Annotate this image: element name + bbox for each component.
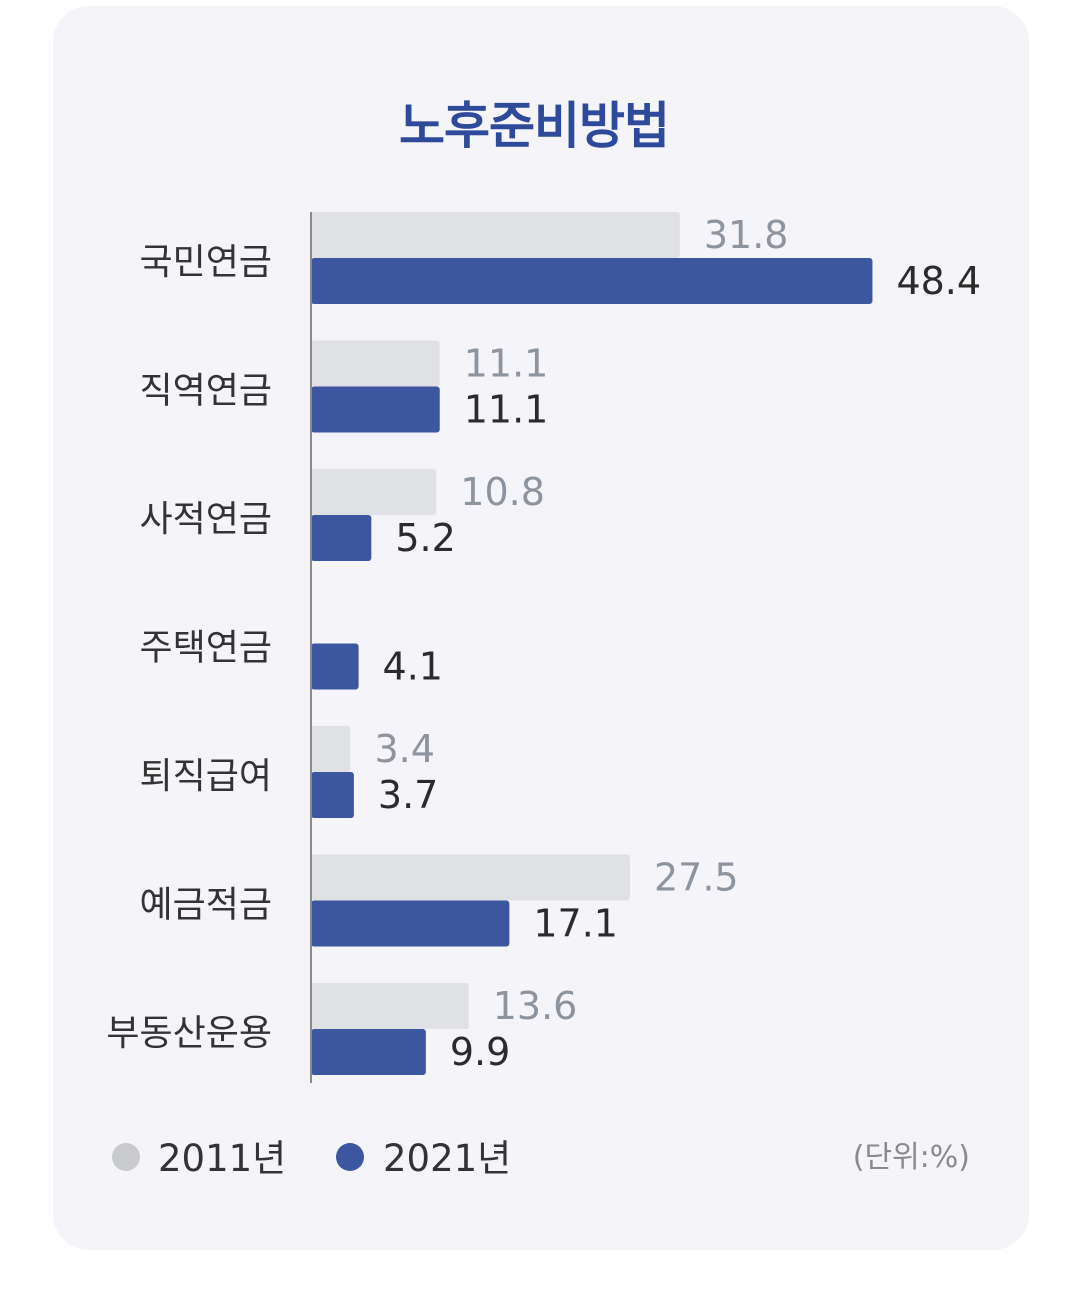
value-label-2011: 27.5 xyxy=(654,856,739,900)
bar-2011 xyxy=(311,469,437,515)
bar-2021 xyxy=(311,900,510,947)
value-label-2021: 17.1 xyxy=(533,902,618,946)
value-label-2021: 11.1 xyxy=(464,388,549,432)
legend-item-2011-marker xyxy=(112,1143,140,1171)
legend-item-2021-marker xyxy=(336,1143,364,1171)
category-label: 사적연금 xyxy=(140,499,272,540)
value-label-2021: 4.1 xyxy=(383,645,443,689)
bar-2011 xyxy=(311,854,630,901)
value-label-2021: 48.4 xyxy=(896,259,981,303)
bar-2021 xyxy=(311,772,354,818)
bar-2011 xyxy=(311,212,680,258)
bar-2021 xyxy=(311,1029,426,1075)
category-label: 주택연금 xyxy=(140,628,272,669)
value-label-2011: 13.6 xyxy=(493,984,578,1028)
category-label: 예금적금 xyxy=(140,885,272,926)
bar-2021 xyxy=(311,515,372,561)
bar-2021 xyxy=(311,386,440,433)
category-label: 퇴직급여 xyxy=(140,756,272,797)
category-label: 부동산운용 xyxy=(106,1013,272,1054)
legend-item-2021-label: 2021년 xyxy=(383,1137,511,1180)
chart-title: 노후준비방법 xyxy=(399,97,670,155)
value-label-2011: 11.1 xyxy=(464,342,549,386)
value-label-2021: 3.7 xyxy=(378,773,438,817)
unit-note: (단위:%) xyxy=(853,1140,970,1175)
bar-2021 xyxy=(311,643,359,690)
value-label-2021: 9.9 xyxy=(450,1030,510,1074)
bar-2011 xyxy=(311,726,351,772)
legend-item-2011-label: 2011년 xyxy=(158,1137,286,1180)
value-label-2011: 3.4 xyxy=(374,727,434,771)
category-label: 직역연금 xyxy=(140,371,272,412)
value-label-2011: 31.8 xyxy=(704,213,789,257)
bar-2011 xyxy=(311,340,440,387)
value-label-2021: 5.2 xyxy=(395,516,455,560)
category-label: 국민연금 xyxy=(140,242,272,283)
bar-2021 xyxy=(311,258,873,304)
value-label-2011: 10.8 xyxy=(460,470,545,514)
bar-2011 xyxy=(311,983,469,1029)
